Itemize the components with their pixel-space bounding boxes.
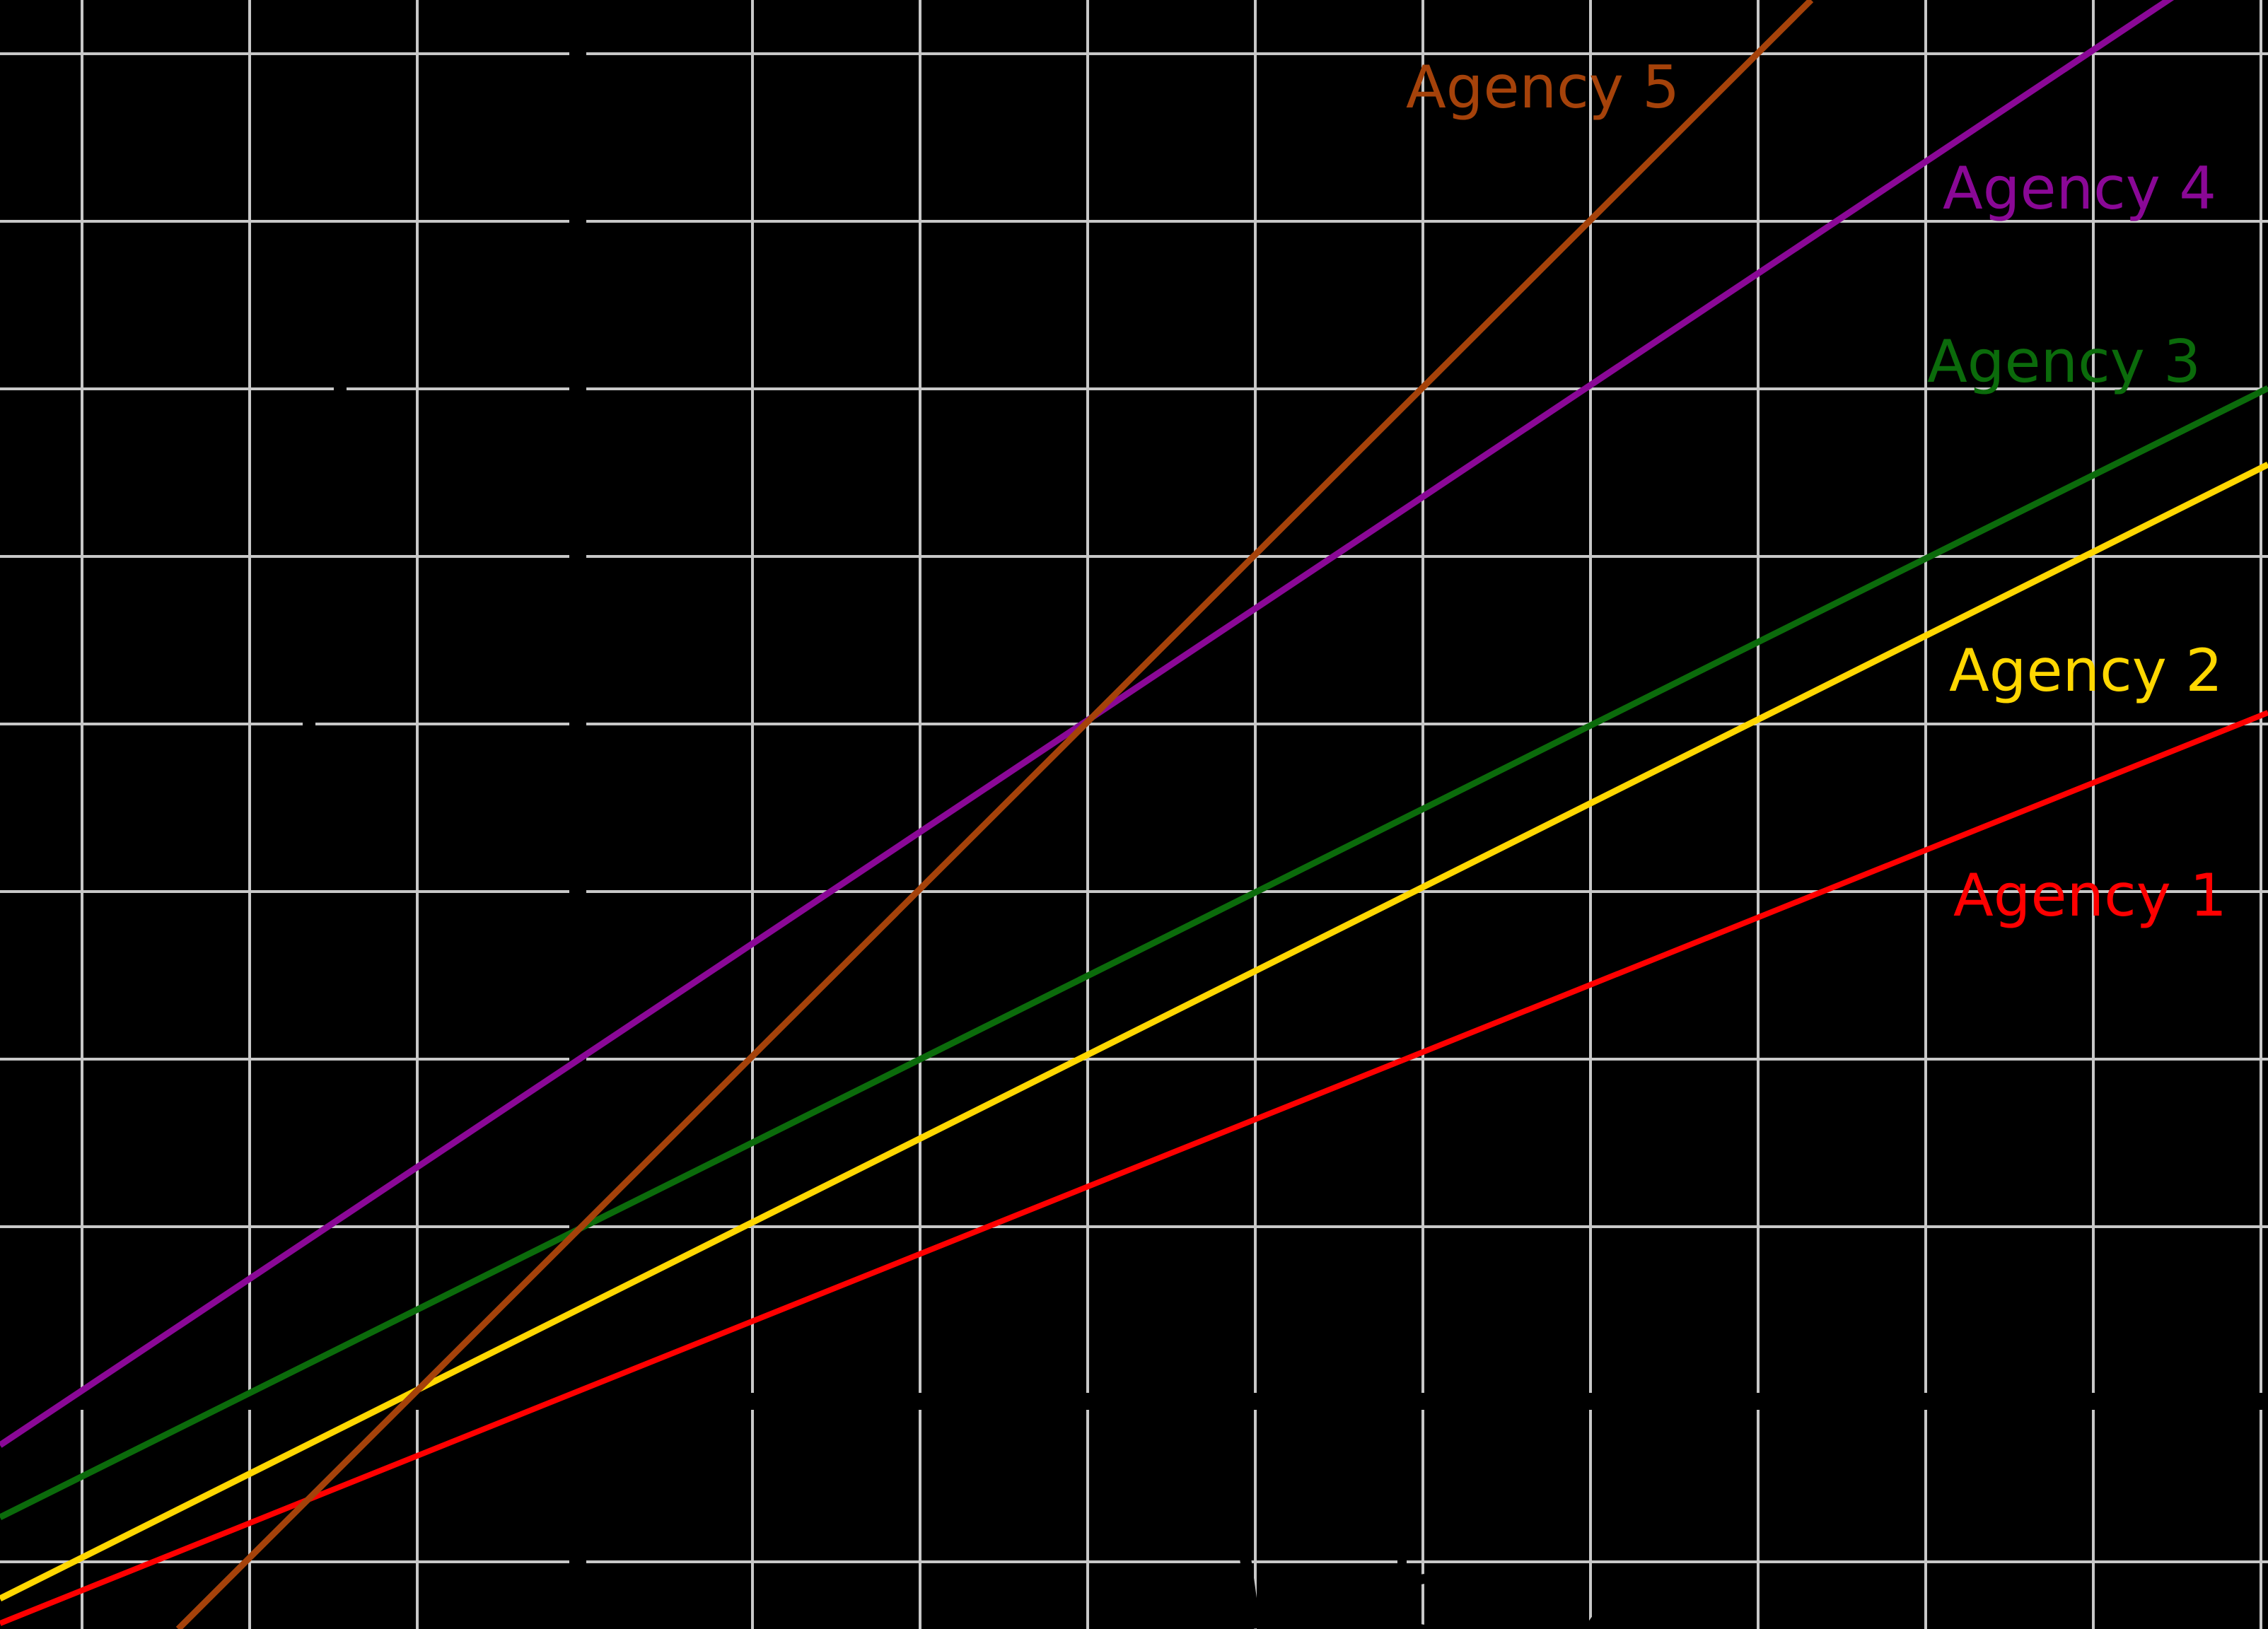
vertical-gridline — [1254, 0, 1257, 1629]
x-axis-tick — [1924, 1394, 1928, 1410]
x-axis-tick — [1588, 1394, 1593, 1410]
vertical-gridline — [1086, 0, 1089, 1629]
x-axis-tick — [1421, 1394, 1425, 1410]
clipped-label-fragment — [1397, 1537, 1407, 1629]
agency-3-line — [0, 385, 2268, 1521]
vertical-gridline — [2092, 0, 2095, 1629]
agency-2-line — [0, 461, 2268, 1602]
vertical-gridline — [919, 0, 921, 1629]
agency-3-label: Agency 3 — [1927, 327, 2202, 396]
x-axis-tick — [583, 1394, 587, 1410]
x-axis-tick — [1756, 1394, 1760, 1410]
horizontal-gridline — [0, 220, 2268, 223]
x-axis-tick — [1086, 1394, 1090, 1410]
vertical-gridline — [2260, 0, 2262, 1629]
clipped-label-fragment — [334, 386, 347, 392]
agency-1-line — [0, 710, 2268, 1626]
y-axis-tick — [569, 387, 585, 391]
clipped-label-fragment — [303, 721, 315, 728]
x-axis-spine — [0, 1393, 2268, 1396]
vertical-gridline — [1421, 0, 1424, 1629]
vertical-gridline — [416, 0, 419, 1629]
agency-5-label: Agency 5 — [1406, 53, 1680, 122]
horizontal-gridline — [0, 52, 2268, 55]
vertical-gridline — [1924, 0, 1927, 1629]
horizontal-gridline — [0, 890, 2268, 893]
y-axis-tick — [569, 554, 585, 559]
y-axis-tick — [569, 219, 585, 223]
vertical-gridline — [248, 0, 251, 1629]
horizontal-gridline — [0, 1560, 2268, 1563]
y-axis-tick — [569, 889, 585, 894]
horizontal-gridline — [0, 723, 2268, 725]
x-axis-tick — [248, 1394, 252, 1410]
agency-2-label: Agency 2 — [1949, 636, 2223, 705]
agency-4-label: Agency 4 — [1943, 154, 2217, 223]
agency-4-line — [0, 0, 2175, 1448]
x-axis-tick — [80, 1394, 84, 1410]
vertical-gridline — [1757, 0, 1760, 1629]
x-axis-tick — [2091, 1394, 2095, 1410]
vertical-gridline — [1589, 0, 1592, 1629]
x-axis-tick — [918, 1394, 922, 1410]
y-axis-tick — [569, 1560, 585, 1564]
agency-5-line — [175, 0, 1814, 1629]
horizontal-gridline — [0, 1058, 2268, 1061]
horizontal-gridline — [0, 555, 2268, 558]
x-axis-tick — [415, 1394, 419, 1410]
vertical-gridline — [751, 0, 754, 1629]
y-axis-spine — [583, 0, 586, 1629]
y-axis-tick — [569, 722, 585, 726]
clipped-label-fragment — [332, 539, 345, 546]
y-axis-tick — [569, 52, 585, 56]
vertical-gridline — [81, 0, 83, 1629]
x-axis-tick — [750, 1394, 755, 1410]
horizontal-gridline — [0, 1225, 2268, 1228]
x-axis-tick — [2259, 1394, 2263, 1410]
horizontal-gridline — [0, 387, 2268, 390]
x-axis-tick — [1253, 1394, 1257, 1410]
agency-1-label: Agency 1 — [1953, 861, 2228, 930]
